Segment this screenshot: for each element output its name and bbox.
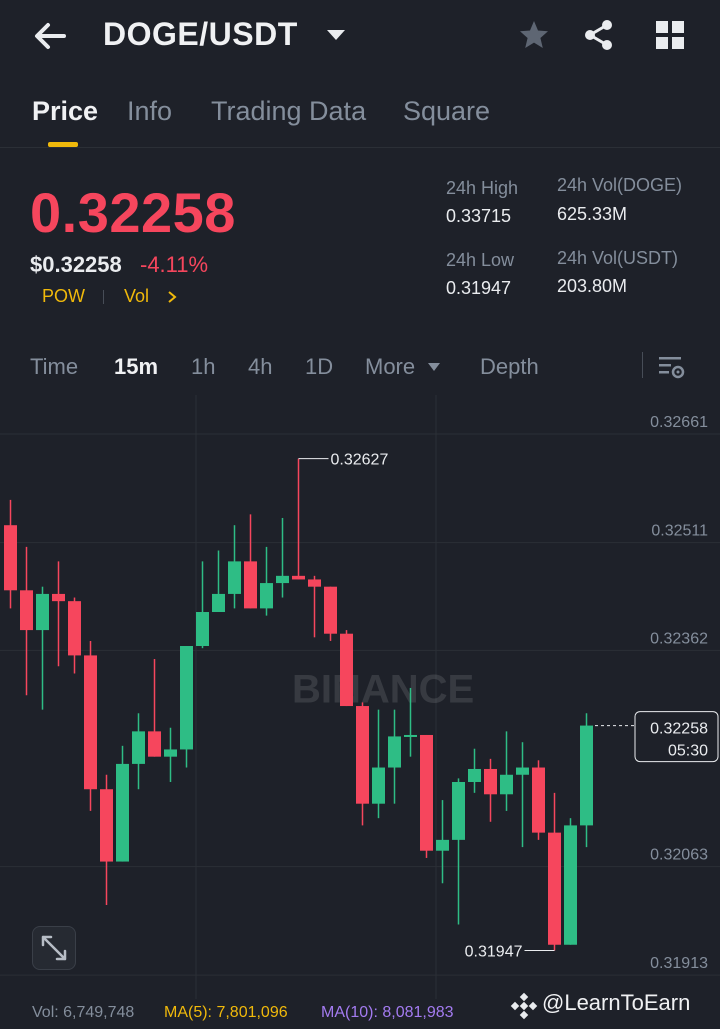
candle-body: [356, 706, 369, 804]
candle-body: [276, 575, 289, 584]
candle-body: [420, 734, 433, 851]
low-marker-label: 0.31947: [465, 944, 523, 961]
candle-body: [132, 731, 145, 764]
y-tick-label: 0.32362: [650, 630, 708, 647]
binance-logo-icon: [510, 992, 538, 1020]
candle-body: [228, 561, 241, 594]
candle-body: [84, 655, 97, 790]
interval-1d[interactable]: 1D: [305, 354, 334, 379]
grid-icon[interactable]: [653, 18, 687, 52]
vol-quote-value: 203.80M: [557, 276, 628, 296]
usd-price: $0.32258: [30, 252, 122, 277]
candle-body: [244, 561, 257, 609]
interval-15m[interactable]: 15m: [114, 354, 159, 379]
candlestick-chart[interactable]: 0.32661 0.32511 0.32362 0.32063 0.31913 BINAN…: [0, 395, 720, 999]
pair-title[interactable]: DOGE/USDT: [103, 16, 298, 52]
active-tab-indicator: [48, 142, 78, 147]
candle-body: [324, 586, 337, 634]
interval-more[interactable]: More: [365, 354, 416, 379]
candle-body: [260, 583, 273, 609]
share-icon[interactable]: [582, 18, 616, 52]
tab-square[interactable]: Square: [403, 96, 491, 126]
high-marker-label: 0.32627: [331, 452, 389, 469]
interval-bar: Time 15m 1h 4h 1D More Depth: [0, 340, 720, 394]
tab-bar: Price Info Trading Data Square: [0, 84, 720, 146]
high-value: 0.33715: [446, 206, 512, 226]
last-price: 0.32258: [30, 181, 236, 244]
candle-body: [100, 789, 113, 862]
low-value: 0.31947: [446, 278, 512, 298]
y-tick-label: 0.32511: [651, 523, 708, 540]
vol-base-value: 625.33M: [557, 204, 628, 224]
candle-body: [148, 731, 161, 757]
interval-1h[interactable]: 1h: [191, 354, 216, 379]
candle-body: [516, 767, 529, 775]
countdown-label: 05:30: [668, 743, 708, 760]
candle-body: [308, 579, 321, 587]
tab-trading-data[interactable]: Trading Data: [211, 96, 367, 126]
candle-body: [52, 593, 65, 602]
footer-ma5: MA(5): 7,801,096: [164, 1004, 288, 1021]
chevron-right-icon[interactable]: [166, 290, 178, 304]
back-arrow-icon[interactable]: [30, 18, 70, 54]
tag-pow[interactable]: POW: [42, 286, 85, 306]
last-price-label: 0.32258: [650, 721, 708, 738]
chart-watermark-text: BINANCE: [292, 667, 474, 711]
candle-body: [212, 593, 225, 613]
candle-body: [116, 763, 129, 862]
caret-down-icon[interactable]: [326, 28, 346, 42]
interval-4h[interactable]: 4h: [248, 354, 273, 379]
candle-body: [20, 590, 33, 631]
more-caret-icon[interactable]: [427, 362, 441, 372]
candle-body: [36, 593, 49, 631]
candle-body: [292, 575, 305, 580]
candle-body: [452, 781, 465, 840]
y-tick-label: 0.32063: [650, 847, 708, 864]
candle-body: [436, 839, 449, 851]
top-bar: DOGE/USDT: [0, 0, 720, 76]
tag-vol[interactable]: Vol: [124, 286, 150, 306]
footer-ma10: MA(10): 8,081,983: [321, 1004, 454, 1021]
tab-price[interactable]: Price: [32, 96, 99, 126]
high-label: 24h High: [446, 178, 519, 198]
candle-body: [500, 774, 513, 795]
candle-body: [564, 825, 577, 945]
vol-base-label: 24h Vol(DOGE): [557, 175, 683, 195]
watermark: @LearnToEarn: [542, 990, 691, 1015]
candle-body: [180, 646, 193, 750]
star-icon[interactable]: [517, 18, 551, 52]
y-tick-label: 0.32661: [650, 414, 708, 431]
candle-body: [388, 736, 401, 768]
low-label: 24h Low: [446, 250, 515, 270]
candle-body: [164, 749, 177, 757]
candle-body: [196, 612, 209, 647]
candle-body: [580, 725, 593, 826]
interval-separator: [642, 352, 643, 378]
expand-chart-button[interactable]: [32, 926, 76, 970]
candle-body: [532, 767, 545, 833]
candle-body: [548, 832, 561, 945]
vol-quote-label: 24h Vol(USDT): [557, 248, 679, 268]
candle-body: [468, 768, 481, 782]
candle-body: [372, 767, 385, 804]
candle-body: [340, 633, 353, 707]
interval-depth[interactable]: Depth: [480, 354, 539, 379]
interval-time[interactable]: Time: [30, 354, 79, 379]
expand-icon: [41, 935, 67, 961]
candle-body: [68, 601, 81, 656]
tab-info[interactable]: Info: [127, 96, 173, 126]
candle-body: [484, 768, 497, 795]
tag-separator: [103, 290, 104, 304]
divider: [0, 147, 720, 148]
price-change: -4.11%: [140, 252, 209, 277]
footer-vol: Vol: 6,749,748: [32, 1004, 135, 1021]
last-price-box: [634, 711, 719, 763]
chart-settings-icon[interactable]: [656, 352, 686, 382]
candle-body: [4, 525, 17, 591]
candle-body: [404, 734, 417, 737]
volume-footer: Vol: 6,749,748 MA(5): 7,801,096 MA(10): …: [0, 1000, 720, 1029]
y-tick-label: 0.31913: [650, 955, 708, 972]
